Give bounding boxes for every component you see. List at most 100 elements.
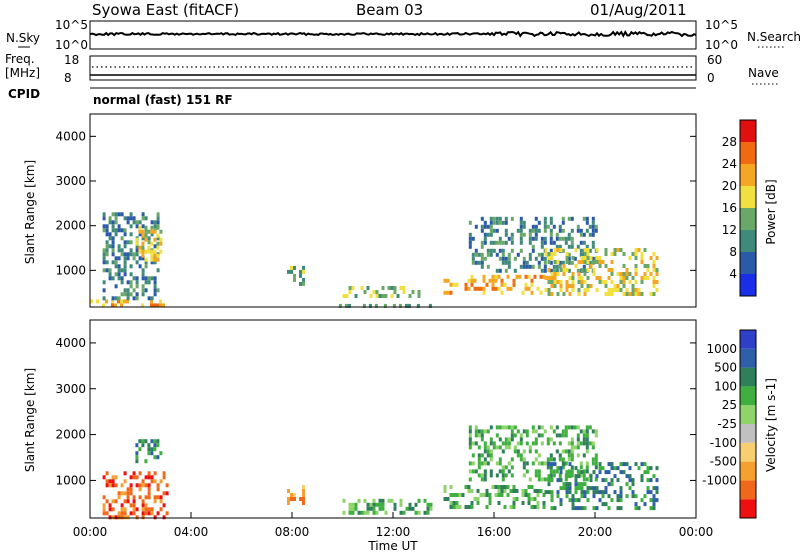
colorbar-tick-label: 1000 [706,342,737,356]
data-cell [540,425,544,430]
data-cell [583,272,587,276]
data-cell [494,485,498,489]
data-cell [613,288,617,292]
data-cell [649,490,653,495]
data-cell [126,256,130,261]
data-cell [522,473,526,478]
data-cell [501,449,505,454]
data-cell [399,498,403,503]
data-cell [108,220,112,225]
data-cell [114,216,118,221]
data-cell [543,477,547,482]
data-cell [586,256,590,260]
data-cell [132,471,136,476]
data-cell [507,252,511,257]
colorbar-tick-label: -100 [710,436,737,450]
data-cell [387,498,391,503]
data-cell [477,445,481,450]
data-cell [135,443,139,448]
data-cell [135,237,139,242]
data-cell [138,487,142,492]
data-cell [144,225,148,230]
data-cell [153,303,156,308]
data-cell [619,498,623,503]
data-cell [489,453,493,458]
data-cell [537,477,541,482]
data-cell [476,501,480,505]
data-cell [513,268,517,273]
data-cell [477,457,481,462]
data-cell [123,479,127,484]
data-cell [153,244,157,249]
data-cell [582,473,586,478]
data-cell [655,490,659,495]
data-cell [117,256,121,261]
data-cell [482,286,486,291]
data-cell [528,256,532,261]
data-cell [105,248,109,253]
data-cell [114,515,118,520]
data-cell [111,240,115,245]
data-cell [522,429,526,434]
data-cell [643,462,647,467]
colorbar-frame [739,119,757,297]
data-cell [468,236,472,241]
data-cell [393,506,397,511]
data-cell [150,451,154,456]
data-cell [468,232,472,237]
data-cell [589,478,593,483]
data-cell [452,505,456,509]
data-cell [643,248,647,252]
data-cell [362,303,366,308]
data-cell [507,437,511,442]
data-cell [495,220,499,225]
data-cell [580,276,584,280]
data-cell [585,429,589,434]
data-cell [156,220,160,225]
data-cell [162,303,165,308]
data-cell [123,499,127,504]
data-cell [126,288,130,293]
data-cell [568,482,572,487]
data-cell [120,483,124,488]
data-cell [492,445,496,450]
data-cell [512,489,516,493]
data-cell [546,224,550,229]
data-cell [579,248,583,253]
data-cell [135,244,139,249]
data-cell [147,511,151,516]
data-cell [108,232,112,237]
data-cell [477,252,481,257]
data-cell [528,232,532,237]
data-cell [568,292,572,296]
data-cell [570,216,574,221]
data-cell [150,249,154,254]
velocity-ylabel: Slant Range [km] [23,368,37,472]
data-cell [498,437,502,442]
data-cell [135,284,139,289]
data-cell [591,244,595,249]
data-cell [150,260,154,265]
data-cell [351,506,355,511]
data-cell [114,284,118,289]
data-cell [591,216,595,221]
data-cell [542,274,546,279]
data-cell [550,494,554,499]
data-cell [655,272,659,276]
data-cell [537,264,541,269]
data-cell [495,228,499,233]
data-cell [510,232,514,237]
data-cell [649,256,653,260]
data-cell [637,506,641,511]
data-cell [129,224,133,229]
data-cell [144,264,148,269]
data-cell [547,474,551,479]
data-cell [585,441,589,446]
data-cell [446,278,450,283]
data-cell [516,228,520,233]
colorbar-tick-label: 24 [722,157,737,171]
data-cell [573,256,577,261]
plot-title: Syowa East (fitACF) [92,1,239,19]
data-cell [506,493,510,497]
data-cell [408,506,412,511]
